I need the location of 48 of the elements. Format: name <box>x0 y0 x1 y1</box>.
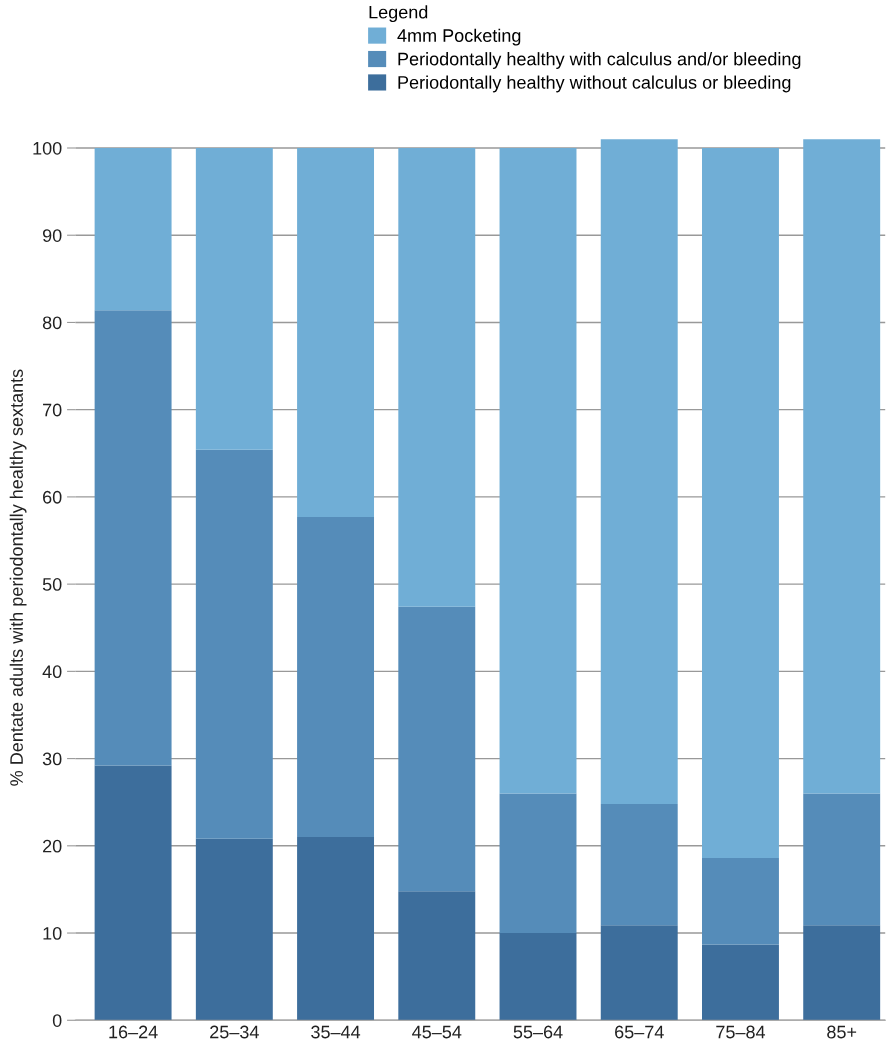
y-tick-label: 0 <box>52 1014 62 1027</box>
bar <box>94 148 172 311</box>
bar <box>195 838 273 1021</box>
y-tick-label: 20 <box>43 839 62 853</box>
y-tick-label: 30 <box>42 752 62 766</box>
x-tick-label: 35–44 <box>311 1025 361 1039</box>
bar <box>702 944 779 1021</box>
legend-label: 4mm Pocketing <box>397 28 521 46</box>
bar <box>499 933 577 1021</box>
x-tick-label: 16–24 <box>109 1025 158 1039</box>
legend-label: Periodontally healthy without calculus or bleeding <box>398 75 791 93</box>
bar <box>398 891 476 1021</box>
bar <box>499 793 577 934</box>
y-axis-title: % Dentate adults with periodontally healthy sextants <box>9 369 27 786</box>
bar <box>398 606 476 892</box>
x-tick-label: 65–74 <box>615 1025 664 1039</box>
y-tick-label: 90 <box>42 229 62 242</box>
y-tick-label: 60 <box>43 490 62 504</box>
bar <box>600 925 678 1021</box>
bar <box>297 516 375 838</box>
bar <box>702 858 779 945</box>
x-tick-label: 75–84 <box>716 1025 766 1039</box>
legend-title: Legend <box>369 5 428 23</box>
x-tick-label: 45–54 <box>412 1025 462 1039</box>
legend-label: Periodontally healthy with calculus and/or bleeding <box>398 52 801 69</box>
bar <box>398 148 476 607</box>
bar <box>803 793 881 926</box>
bar <box>297 148 375 517</box>
x-tick-label: 55–64 <box>513 1025 563 1039</box>
y-tick-label: 100 <box>33 141 62 155</box>
bar <box>600 803 678 926</box>
bar <box>195 449 273 839</box>
bar <box>600 139 678 804</box>
bar <box>297 837 375 1021</box>
bar <box>94 310 172 766</box>
y-tick-label: 10 <box>43 926 62 940</box>
bar <box>94 765 172 1021</box>
bar <box>195 148 273 450</box>
x-tick-label: 25–34 <box>210 1025 259 1039</box>
bar <box>702 148 779 859</box>
y-tick-label: 40 <box>42 665 62 679</box>
y-tick-label: 70 <box>43 403 62 417</box>
y-tick-label: 80 <box>42 316 62 330</box>
bar <box>499 148 577 794</box>
y-tick-label: 50 <box>42 578 62 591</box>
bar <box>803 139 881 794</box>
x-tick-label: 85+ <box>827 1025 857 1039</box>
bar <box>803 925 881 1021</box>
